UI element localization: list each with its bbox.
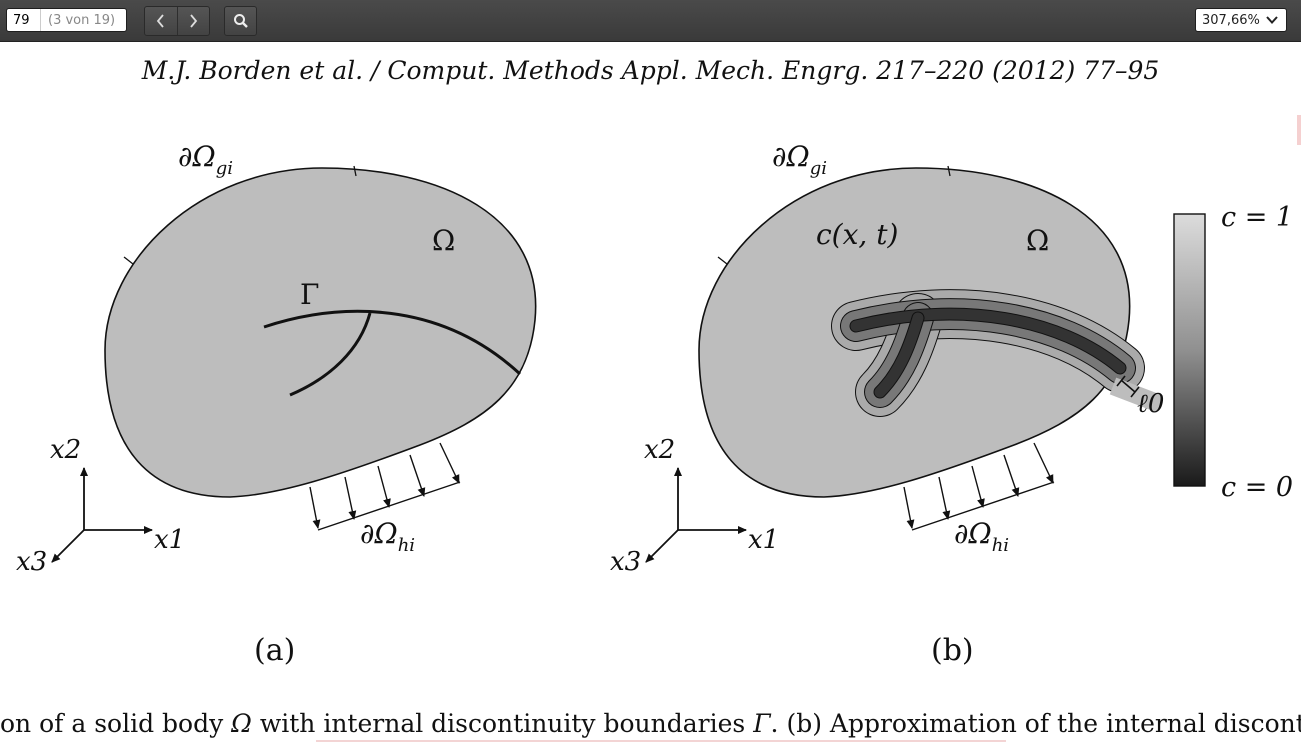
colorbar: c = 1 c = 0: [1173, 202, 1293, 503]
panel-b: ∂Ωgi c(x, t) Ω ℓ0 x2 x1 x3 ∂Ωhi (b): [610, 140, 1164, 668]
domain-label-a: Ω: [432, 224, 455, 257]
colorbar-bottom-label: c = 0: [1221, 472, 1293, 503]
page-count: (3 von 19): [48, 12, 116, 28]
field-label-b: c(x, t): [816, 218, 898, 251]
axes-b: [645, 467, 747, 563]
crack-label-a: Γ: [300, 278, 319, 311]
search-button[interactable]: [225, 7, 256, 35]
pdf-toolbar: (3 von 19) 307,66%: [0, 0, 1301, 42]
chevron-left-icon: [156, 14, 164, 28]
boundary-g-label-b: ∂Ωgi: [772, 140, 827, 179]
figure-caption: on of a solid body Ω with internal disco…: [0, 709, 1301, 738]
page-number-input[interactable]: [7, 9, 41, 31]
length-scale-label: ℓ0: [1137, 389, 1164, 419]
axis-x1-label-b: x1: [748, 525, 779, 555]
domain-label-b: Ω: [1026, 224, 1049, 257]
page-edge-marker: [1297, 115, 1301, 145]
figure: ∂Ωgi Ω Γ x2 x1 x3 ∂Ωhi (a): [16, 140, 1293, 668]
length-scale-marker: [1116, 375, 1140, 398]
zoom-select[interactable]: 307,66%: [1195, 8, 1287, 32]
next-page-button[interactable]: [178, 7, 210, 35]
crack-branch-a: [289, 312, 372, 397]
boundary-h-label-a: ∂Ωhi: [360, 517, 415, 556]
axis-x3-label-b: x3: [610, 547, 641, 577]
caption-highlight: [316, 740, 1006, 742]
page-nav-group: [144, 6, 210, 36]
colorbar-top-label: c = 1: [1221, 202, 1293, 233]
body-domain-a: [104, 167, 537, 498]
axis-x2-label-a: x2: [50, 435, 81, 465]
axis-x1-label-a: x1: [154, 525, 185, 555]
chevron-down-icon: [1266, 16, 1278, 24]
boundary-g-label-a: ∂Ωgi: [178, 140, 233, 179]
previous-page-button[interactable]: [145, 7, 178, 35]
subfigure-label-b: (b): [931, 633, 974, 668]
axis-x2-label-b: x2: [644, 435, 675, 465]
panel-a: ∂Ωgi Ω Γ x2 x1 x3 ∂Ωhi (a): [16, 140, 537, 668]
traction-arrows-a: [309, 442, 461, 531]
search-icon: [233, 14, 248, 28]
zoom-value: 307,66%: [1202, 12, 1260, 28]
journal-header: M.J. Borden et al. / Comput. Methods App…: [141, 56, 1160, 85]
boundary-h-label-b: ∂Ωhi: [954, 517, 1009, 556]
axis-x3-label-a: x3: [16, 547, 47, 577]
page-number-box: (3 von 19): [6, 8, 127, 32]
phase-field-crack: [831, 289, 1145, 417]
chevron-right-icon: [190, 14, 198, 28]
search-group: [224, 6, 257, 36]
axes-a: [51, 467, 153, 563]
traction-arrows-b: [903, 442, 1055, 531]
crack-main-a: [263, 309, 522, 376]
subfigure-label-a: (a): [254, 633, 295, 668]
